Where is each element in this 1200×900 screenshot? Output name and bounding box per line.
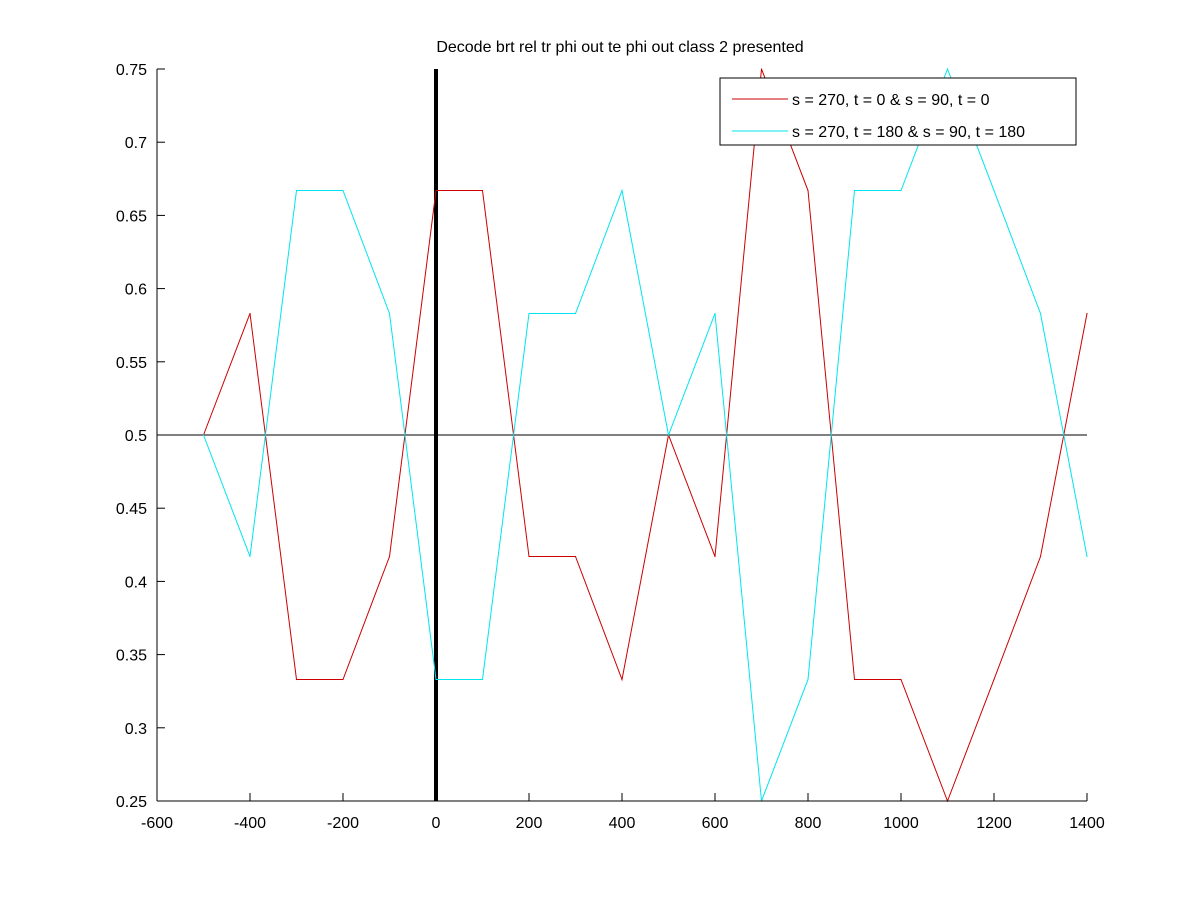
y-tick-label: 0.3 (125, 721, 147, 738)
axes: -600 -400 -200 0 200 400 600 800 1000 1200 1400 0.2… (116, 62, 1105, 832)
x-tick-label: 1400 (1069, 815, 1105, 832)
y-tick-label: 0.55 (116, 355, 147, 372)
reference-lines (157, 69, 1087, 801)
x-tick-label: 1200 (976, 815, 1012, 832)
x-tick-label: 400 (609, 815, 636, 832)
x-tick-label: 200 (516, 815, 543, 832)
series-2-point (388, 312, 391, 315)
y-tick-label: 0.25 (116, 794, 147, 811)
x-tick-label: -600 (141, 815, 173, 832)
series-2-point (574, 312, 577, 315)
y-tick-label: 0.45 (116, 501, 147, 518)
series-2-point (946, 68, 949, 70)
series-1-point (295, 678, 298, 681)
series-2-point (900, 189, 902, 192)
series-1-point (1086, 312, 1088, 315)
series-1-point (388, 555, 391, 558)
series-2-point (249, 555, 251, 558)
series-1-point (481, 189, 484, 192)
series-1-point (993, 678, 995, 681)
x-tick-label: -400 (234, 815, 266, 832)
series-1-point (1039, 555, 1042, 558)
series-1-point (574, 555, 577, 558)
series-1-point (528, 555, 530, 558)
series-2-point (807, 678, 809, 681)
series-2-point (1086, 555, 1088, 558)
series-2-point (202, 434, 205, 436)
x-tick-label: 800 (795, 815, 822, 832)
series-2-point (1039, 312, 1042, 315)
series-2-point (481, 678, 484, 681)
y-tick-label: 0.6 (125, 282, 147, 299)
series-2-point (853, 189, 856, 192)
series-1-point (621, 678, 623, 681)
series-1-point (853, 678, 856, 681)
y-tick-label: 0.4 (125, 574, 147, 591)
series-1-point (249, 312, 251, 315)
series-2-point (528, 312, 530, 315)
series-1-point (714, 555, 716, 558)
legend: s = 270, t = 0 & s = 90, t = 0 s = 270, t… (719, 77, 1077, 146)
x-tick-label: -200 (327, 815, 359, 832)
series-2-point (342, 189, 344, 192)
series-line-1 (203, 68, 1088, 803)
series-2-point (667, 434, 670, 436)
series-1-point (760, 68, 763, 70)
series-2-point (993, 189, 995, 192)
y-tick-label: 0.7 (125, 135, 147, 152)
series-1-point (807, 189, 809, 192)
series-1-point (900, 678, 902, 681)
y-tick-label: 0.35 (116, 648, 147, 665)
y-tick-label: 0.65 (116, 208, 147, 225)
y-tick-label: 0.5 (125, 428, 147, 445)
legend-label-2: s = 270, t = 180 & s = 90, t = 180 (792, 124, 1025, 141)
series-1-point (342, 678, 344, 681)
series-1-point (435, 189, 437, 192)
chart-title: Decode brt rel tr phi out te phi out cla… (436, 39, 803, 56)
series-2-point (714, 312, 716, 315)
series-2-point (621, 189, 623, 192)
series-2-point (435, 678, 437, 681)
y-tick-label: 0.75 (116, 62, 147, 79)
legend-label-1: s = 270, t = 0 & s = 90, t = 0 (792, 92, 990, 109)
x-tick-label: 1000 (883, 815, 919, 832)
x-tick-label: 0 (432, 815, 441, 832)
series-2-point (295, 189, 298, 192)
legend-box (719, 77, 1077, 146)
x-tick-label: 600 (702, 815, 729, 832)
